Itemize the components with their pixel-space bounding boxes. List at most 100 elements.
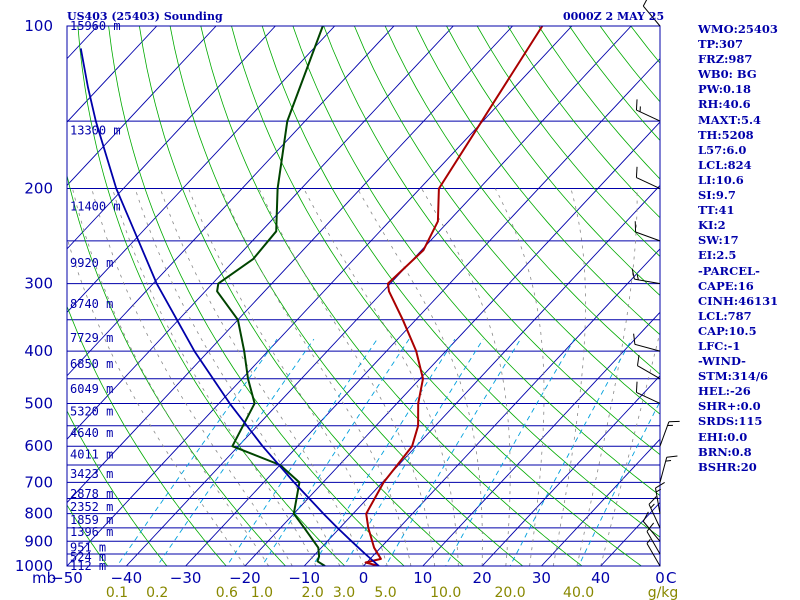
dry-adiabat-line <box>231 26 642 566</box>
height-label: 2878 m <box>70 487 113 501</box>
temperature-tick-label: 20 <box>473 569 492 587</box>
pressure-tick-label: 300 <box>24 275 53 293</box>
pressure-tick-label: 100 <box>24 17 53 35</box>
height-label: 5320 m <box>70 405 113 419</box>
index-entry: -PARCEL- <box>698 263 760 278</box>
moist-adiabat-line <box>494 188 545 566</box>
wind-barb-flag <box>646 522 655 532</box>
wind-barb-half-flag <box>636 274 639 280</box>
wind-barb-flag <box>648 496 657 505</box>
isotherm-line <box>67 26 276 250</box>
height-label: 2352 m <box>70 500 113 514</box>
pressure-tick-label: 600 <box>24 437 53 455</box>
moist-adiabat-line <box>357 188 483 566</box>
dry-adiabat-line <box>67 410 168 566</box>
mixing-ratio-tick-label: 20.0 <box>495 585 526 600</box>
wind-barb-flag <box>642 0 648 7</box>
isotherm-line <box>125 26 632 566</box>
wind-barb-staff <box>636 177 661 190</box>
isotherm-line <box>67 26 513 504</box>
pressure-tick-label: 400 <box>24 342 53 360</box>
temperature-tick-label: 0 <box>655 569 665 587</box>
index-entry: LFC:-1 <box>698 338 741 353</box>
height-label: 9920 m <box>70 256 113 270</box>
wind-barb <box>654 481 665 514</box>
moist-adiabat-line <box>258 188 436 566</box>
moist-adiabat-line <box>576 188 638 566</box>
temperature-tick-label: 30 <box>532 569 551 587</box>
diagram-grid <box>67 26 660 566</box>
wind-barb <box>659 420 680 447</box>
index-entry: TT:41 <box>698 203 735 218</box>
wind-barb-staff <box>646 531 661 555</box>
index-entry: LI:10.6 <box>698 172 744 187</box>
temperature-tick-label: 10 <box>413 569 432 587</box>
index-entry: MAXT:5.4 <box>698 112 761 127</box>
index-entry: TP:307 <box>698 37 744 52</box>
moist-adiabat-line <box>112 188 317 566</box>
height-label: 7729 m <box>70 331 113 345</box>
wind-barb-flag <box>666 455 678 458</box>
mixing-ratio-line <box>578 400 660 566</box>
pressure-tick-label: 800 <box>24 505 53 523</box>
moist-adiabat-line <box>134 188 341 566</box>
pressure-tick-label: 700 <box>24 473 53 491</box>
wind-barb <box>633 333 661 352</box>
wind-barb <box>642 511 661 542</box>
height-label: 4011 m <box>70 447 113 461</box>
index-entry: PW:0.18 <box>698 82 752 97</box>
wind-barb-staff <box>635 231 661 242</box>
mixing-ratio-line <box>261 338 410 566</box>
wind-barb-flag <box>631 268 635 280</box>
sounding-time: 0000Z 2 MAY 25 <box>563 10 665 23</box>
wind-barb <box>636 355 661 380</box>
temperature-tick-label: 40 <box>591 569 610 587</box>
moist-adiabat-line <box>421 188 511 566</box>
index-entry: SRDS:115 <box>698 414 763 429</box>
isotherm-line <box>67 26 217 187</box>
wind-barb-staff <box>648 504 661 529</box>
temperature-unit-label: C <box>666 569 676 587</box>
mixing-ratio-line <box>385 338 521 566</box>
wind-barb-staff <box>636 392 661 404</box>
dry-adiabat-line <box>415 26 660 336</box>
index-entry: STM:314/6 <box>698 369 769 384</box>
index-entry: LCL:787 <box>698 308 752 323</box>
wind-barb-flag <box>642 511 649 522</box>
dry-adiabat-line <box>354 26 660 415</box>
index-entry: BSHR:20 <box>698 459 757 474</box>
wind-barb-staff <box>642 521 661 542</box>
station-title: US403 (25403) Sounding <box>67 10 223 23</box>
wind-barb <box>659 455 678 483</box>
mixing-ratio-unit-label: g/kg <box>648 585 679 600</box>
mixing-ratio-tick-label: 0.6 <box>216 585 238 600</box>
moist-adiabat-line <box>600 330 660 566</box>
temperature-profile <box>364 26 544 566</box>
moist-adiabat-line <box>220 188 412 566</box>
height-label: 3423 m <box>70 467 113 481</box>
moist-adiabat-line <box>159 188 364 566</box>
index-entry: EI:2.5 <box>698 248 737 263</box>
dry-adiabat-line <box>67 173 287 566</box>
wind-barb-staff <box>654 487 661 514</box>
pressure-tick-label: 900 <box>24 532 53 550</box>
mixing-ratio-line <box>445 338 575 566</box>
isotherm-line <box>244 121 660 566</box>
index-entry: HEL:-26 <box>698 384 751 399</box>
wind-barb <box>635 166 661 190</box>
height-label: 4640 m <box>70 426 113 440</box>
mixing-ratio-line <box>116 338 278 566</box>
wind-barb-flag <box>655 481 665 489</box>
pressure-tick-label: 1000 <box>15 557 53 575</box>
wind-barb-half-flag <box>665 459 672 462</box>
height-label: 1859 m <box>70 513 113 527</box>
index-entry: TH:5208 <box>698 127 754 142</box>
dry-adiabat-line <box>323 26 660 456</box>
wind-barb-staff <box>637 365 661 380</box>
wind-barb <box>642 0 661 27</box>
wind-barb <box>646 538 661 567</box>
height-label: 6049 m <box>70 382 113 396</box>
wind-barb-staff <box>636 109 661 122</box>
index-entry: SW:17 <box>698 233 739 248</box>
